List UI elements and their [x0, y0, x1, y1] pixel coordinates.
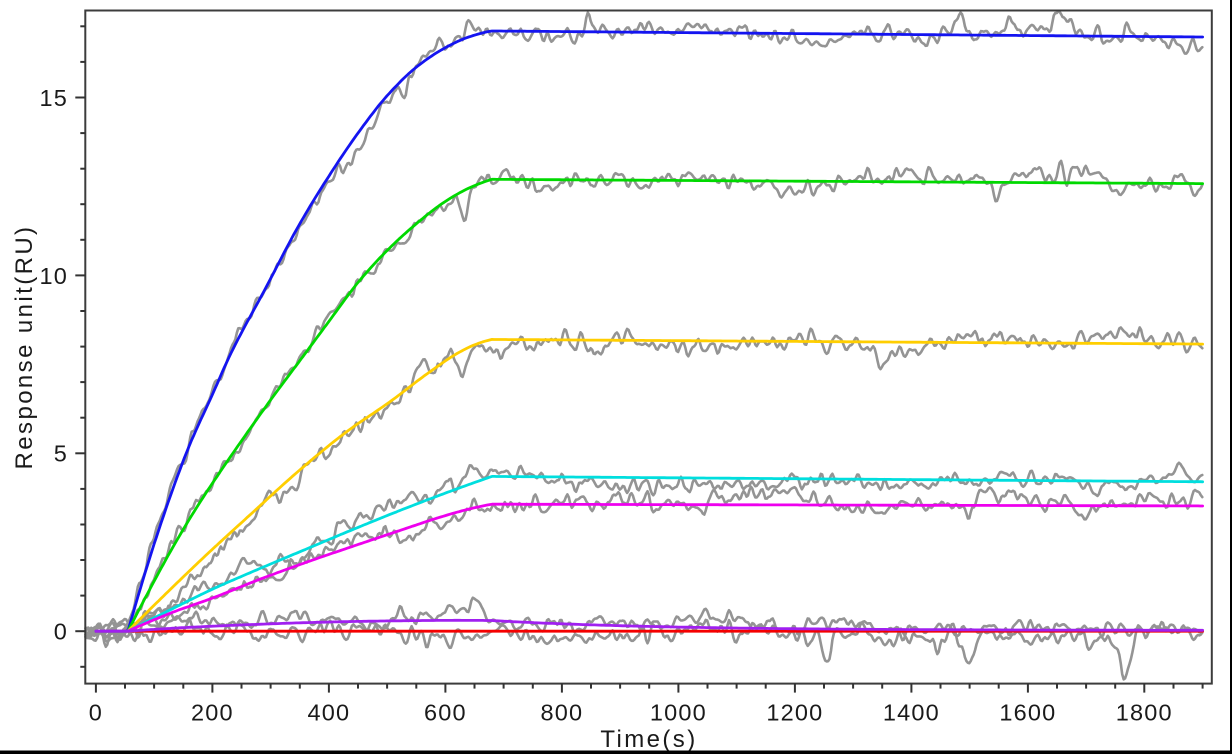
svg-text:1000: 1000 [650, 700, 707, 726]
svg-text:1800: 1800 [1116, 700, 1173, 726]
svg-text:10: 10 [39, 263, 68, 289]
svg-text:Response unit(RU): Response unit(RU) [11, 225, 38, 470]
svg-text:0: 0 [54, 619, 68, 645]
svg-text:800: 800 [540, 700, 583, 726]
svg-text:1600: 1600 [999, 700, 1056, 726]
svg-text:1400: 1400 [883, 700, 940, 726]
svg-text:1200: 1200 [766, 700, 823, 726]
svg-text:5: 5 [54, 441, 68, 467]
svg-text:0: 0 [89, 700, 103, 726]
svg-text:600: 600 [424, 700, 467, 726]
svg-text:400: 400 [307, 700, 350, 726]
svg-text:Time(s): Time(s) [600, 726, 697, 753]
svg-text:200: 200 [191, 700, 234, 726]
svg-text:15: 15 [39, 85, 68, 111]
